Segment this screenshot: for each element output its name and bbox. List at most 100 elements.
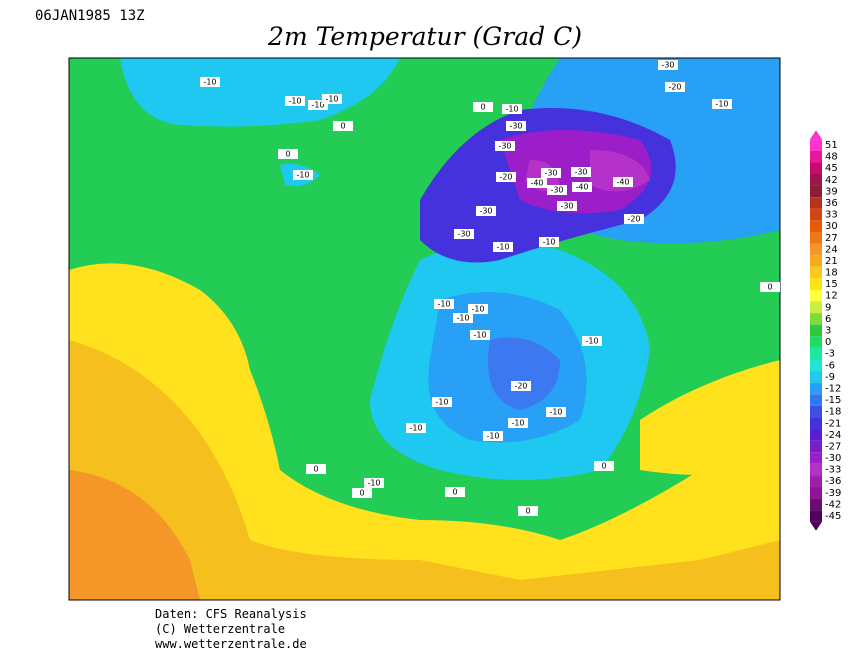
contour-label: -40 — [530, 179, 543, 188]
colorbar-box — [810, 324, 822, 337]
colorbar-label: -3 — [825, 349, 835, 360]
label-box — [658, 60, 678, 70]
colorbar-box — [810, 139, 822, 151]
colorbar-label: -12 — [825, 383, 841, 394]
label-box — [333, 121, 353, 131]
colorbar-label: 27 — [825, 233, 838, 244]
label-box — [506, 121, 526, 131]
label-box — [445, 487, 465, 497]
colorbar-label: -21 — [825, 418, 841, 429]
colorbar-box — [810, 440, 822, 453]
colorbar-label: 12 — [825, 291, 838, 302]
colorbar-box — [810, 266, 822, 279]
colorbar-box — [810, 371, 822, 383]
colorbar-arrow — [810, 130, 822, 140]
colorbar-box — [810, 487, 822, 499]
contour-label: 0 — [313, 465, 318, 474]
colorbar-label: 51 — [825, 140, 838, 151]
label-box — [432, 397, 452, 407]
label-box — [511, 381, 531, 391]
colorbar-box — [810, 301, 822, 314]
colorbar-label: -33 — [825, 465, 841, 476]
colorbar-label: 33 — [825, 210, 838, 221]
colorbar-box — [810, 452, 822, 464]
label-box — [200, 77, 220, 87]
contour-label: -10 — [296, 171, 309, 180]
contour-label: -30 — [509, 122, 522, 131]
colorbar-label: 21 — [825, 256, 838, 267]
contour-label: -10 — [549, 408, 562, 417]
footer-line: Daten: CFS Reanalysis — [155, 607, 307, 621]
contour-label: 0 — [525, 507, 530, 516]
colorbar-box — [810, 185, 822, 198]
colorbar-box — [810, 150, 822, 163]
label-box — [322, 94, 342, 104]
label-box — [308, 100, 328, 110]
contour-label: -20 — [499, 173, 512, 182]
contour-label: -20 — [627, 215, 640, 224]
contour-label: -10 — [511, 419, 524, 428]
colorbar-label: -18 — [825, 407, 841, 418]
contour-label: 0 — [359, 489, 364, 498]
colorbar-label: 48 — [825, 152, 838, 163]
colorbar-label: 15 — [825, 279, 838, 290]
colorbar-label: 39 — [825, 186, 838, 197]
label-box — [278, 149, 298, 159]
title: 2m Temperatur (Grad C) — [267, 22, 582, 51]
colorbar-box — [810, 405, 822, 418]
contour-label: -10 — [542, 238, 555, 247]
contour-label: -10 — [715, 100, 728, 109]
colorbar-box — [810, 255, 822, 267]
contour-label: 0 — [767, 283, 772, 292]
contour-label: -10 — [325, 95, 338, 104]
label-box — [508, 418, 528, 428]
label-box — [541, 168, 561, 178]
colorbar-label: 3 — [825, 326, 831, 337]
run-time: 06JAN1985 13Z — [35, 8, 145, 24]
colorbar-label: 6 — [825, 314, 831, 325]
label-box — [352, 488, 372, 498]
colorbar-box — [810, 220, 822, 232]
colorbar-box — [810, 173, 822, 186]
label-box — [468, 304, 488, 314]
colorbar-box — [810, 231, 822, 244]
colorbar-label: -36 — [825, 476, 841, 487]
label-box — [760, 282, 780, 292]
colorbar-label: -45 — [825, 511, 841, 522]
colorbar-box — [810, 208, 822, 221]
contour-label: -30 — [550, 186, 563, 195]
label-box — [483, 431, 503, 441]
contour-label: -10 — [311, 101, 324, 110]
label-box — [571, 167, 591, 177]
contour-label: 0 — [285, 150, 290, 159]
colorbar-label: -9 — [825, 372, 835, 383]
label-box — [546, 407, 566, 417]
colorbar-label: -6 — [825, 360, 835, 371]
label-box — [496, 172, 516, 182]
label-box — [502, 104, 522, 114]
contour-label: -10 — [435, 398, 448, 407]
colorbar-label: -39 — [825, 488, 841, 499]
contour-label: -10 — [473, 331, 486, 340]
contour-label: -10 — [367, 479, 380, 488]
colorbar-label: 18 — [825, 268, 838, 279]
label-box — [712, 99, 732, 109]
contour-label: -30 — [661, 61, 674, 70]
label-box — [539, 237, 559, 247]
footer-line: www.wetterzentrale.de — [155, 637, 307, 651]
contour-label: -20 — [514, 382, 527, 391]
label-box — [594, 461, 614, 471]
colorbar-label: 30 — [825, 221, 838, 232]
colorbar-box — [810, 417, 822, 430]
label-box — [364, 478, 384, 488]
contour-label: -10 — [288, 97, 301, 106]
colorbar-box — [810, 336, 822, 348]
contour-label: -30 — [498, 142, 511, 151]
label-box — [285, 96, 305, 106]
contour-label: -10 — [437, 300, 450, 309]
label-box — [582, 336, 602, 346]
colorbar-label: -15 — [825, 395, 841, 406]
colorbar-label: -24 — [825, 430, 841, 441]
colorbar-box — [810, 278, 822, 290]
